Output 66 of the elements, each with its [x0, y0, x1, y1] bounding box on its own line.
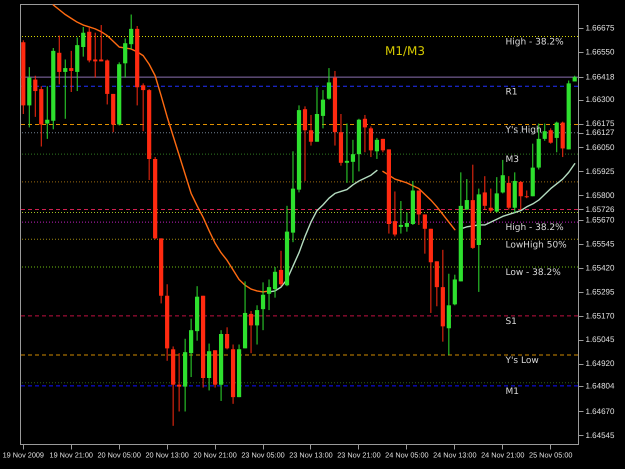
ref-line-label: R1 [505, 87, 518, 98]
y-tick-label: 1.66550 [586, 47, 615, 56]
y-tick-label: 1.66127 [586, 128, 615, 138]
candlestick [392, 190, 397, 237]
candlestick [302, 106, 308, 182]
candlestick [63, 58, 68, 120]
candlestick [57, 35, 62, 85]
y-tick-label: 1.65420 [586, 264, 615, 272]
candlestick [362, 114, 368, 153]
candlestick [422, 214, 427, 254]
y-tick-label: 1.64545 [586, 430, 615, 440]
y-tick-label: 1.66418 [586, 72, 615, 82]
ref-line-label: Y's Low [504, 356, 539, 366]
candlestick [554, 121, 559, 153]
ref-line-label: Low - 38.2% [505, 268, 562, 278]
candlestick [308, 114, 314, 146]
candlestick [320, 90, 326, 129]
candlestick [398, 200, 403, 234]
ref-line-label: High - 38.2% [505, 223, 564, 234]
annotation: M1/M3 [385, 44, 426, 58]
candlestick [416, 190, 421, 226]
candlestick [548, 128, 553, 144]
y-tick-label: 1.65045 [586, 335, 615, 344]
ref-line-label: S1 [505, 316, 517, 327]
y-tick-label: 1.66300 [586, 95, 615, 104]
y-tick-label: 1.65925 [586, 166, 615, 176]
candlestick [248, 310, 254, 354]
candlestick [266, 278, 272, 311]
y-tick-label: 1.65295 [586, 287, 615, 296]
candlestick [518, 180, 523, 210]
ref-line-label: M1 [505, 386, 519, 397]
y-tick-label: 1.66175 [586, 119, 615, 128]
candlestick [488, 188, 493, 214]
candlestick [224, 326, 230, 350]
ref-line-label: High - 38.2% [505, 38, 564, 48]
candlestick [326, 68, 332, 100]
candlestick [272, 266, 278, 298]
candlestick [189, 318, 194, 378]
candlestick [494, 176, 499, 214]
y-tick-label: 1.66050 [586, 142, 615, 152]
ref-line-label: LowHigh 50% [505, 240, 568, 250]
y-tick-label: 1.65170 [586, 311, 615, 320]
candlestick [404, 212, 409, 232]
y-tick-label: 1.64920 [586, 359, 615, 368]
candlestick [260, 282, 266, 331]
candlestick [177, 352, 182, 412]
candlestick [380, 138, 386, 153]
candlestick [344, 123, 350, 184]
y-tick-label: 1.65800 [586, 190, 615, 200]
y-tick-label: 1.65726 [586, 204, 615, 214]
candlestick [446, 273, 451, 356]
candlestick [368, 126, 374, 158]
y-tick-label: 1.65545 [586, 240, 615, 249]
y-tick-label: 1.66675 [586, 23, 615, 32]
candlestick [482, 176, 487, 210]
ref-line-label: M3 [505, 155, 519, 166]
y-tick-label: 1.65670 [586, 216, 615, 225]
candlestick [350, 139, 356, 184]
candlestick [69, 50, 74, 92]
candlestick [500, 159, 505, 194]
candlestick [374, 137, 380, 160]
candlestick [278, 250, 284, 287]
candlestick [542, 123, 547, 142]
y-tick-label: 1.64670 [586, 406, 615, 416]
y-tick-label: 1.64804 [586, 381, 615, 390]
candlestick [254, 304, 260, 346]
